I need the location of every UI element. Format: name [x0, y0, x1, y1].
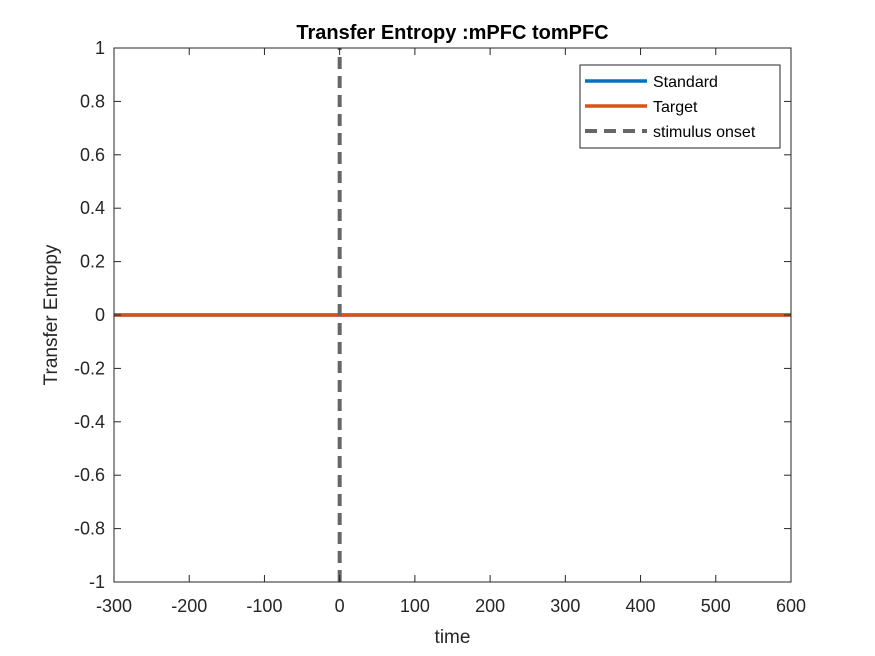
x-tick-label: -200: [171, 596, 207, 616]
ticks-layer: -300 -200 -100 0 100 200 300 400 500 600 -1 -0.8 -0.…: [74, 38, 806, 616]
y-tick-label: 0.8: [80, 91, 105, 111]
x-tick-label: 400: [626, 596, 656, 616]
y-tick-label: -0.8: [74, 519, 105, 539]
y-axis-label: Transfer Entropy: [41, 244, 62, 385]
x-tick-label: 0: [335, 596, 345, 616]
legend-label-standard: Standard: [653, 74, 718, 91]
legend-entries: Standard Target stimulus onset: [585, 74, 756, 141]
x-tick-label: -300: [96, 596, 132, 616]
axes-box: [113, 47, 792, 583]
x-tick-label: 500: [701, 596, 731, 616]
legend-label-target: Target: [653, 99, 698, 116]
legend-label-stimulus-onset: stimulus onset: [653, 124, 756, 141]
x-tick-label: 300: [550, 596, 580, 616]
y-tick-label: 0.6: [80, 145, 105, 165]
y-tick-label: -0.6: [74, 465, 105, 485]
y-tick-label: -1: [89, 572, 105, 592]
x-axis-label: time: [435, 627, 471, 648]
y-tick-label: 0.4: [80, 198, 105, 218]
y-tick-label: -0.4: [74, 412, 105, 432]
x-tick-label: -100: [246, 596, 282, 616]
y-tick-label: 1: [95, 38, 105, 58]
x-tick-label: 600: [776, 596, 806, 616]
y-tick-label: 0.2: [80, 252, 105, 272]
y-tick-label: -0.2: [74, 358, 105, 378]
series-layer: [114, 48, 791, 582]
x-tick-label: 100: [400, 596, 430, 616]
y-tick-label: 0: [95, 305, 105, 325]
legend: Standard Target stimulus onset: [579, 64, 781, 149]
x-tick-label: 200: [475, 596, 505, 616]
chart-title: Transfer Entropy :mPFC tomPFC: [296, 22, 608, 44]
